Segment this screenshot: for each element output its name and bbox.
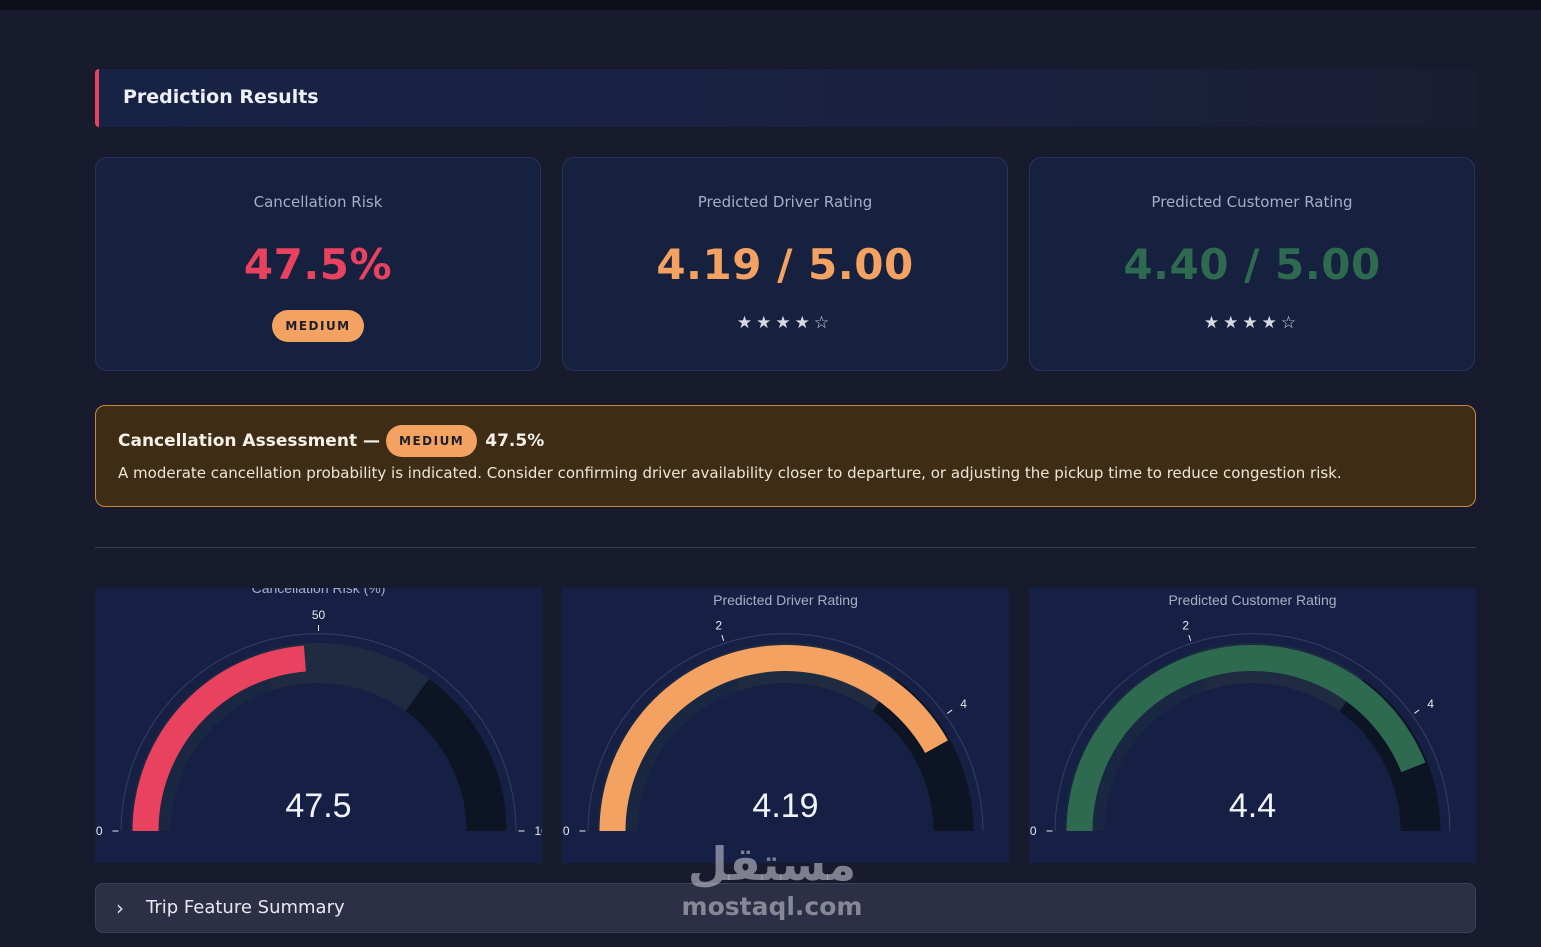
metric-card-cancellation: Cancellation Risk 47.5% MEDIUM bbox=[95, 157, 541, 371]
gauge-band-high bbox=[405, 678, 507, 831]
cancellation-assessment: Cancellation Assessment — MEDIUM 47.5% A… bbox=[95, 405, 1476, 507]
metric-value: 4.40 / 5.00 bbox=[1123, 240, 1381, 289]
star-rating: ★★★★☆ bbox=[736, 313, 834, 333]
gauge-value-label: 47.5 bbox=[285, 787, 351, 825]
gauge-band-low bbox=[597, 652, 740, 831]
star-rating: ★★★★☆ bbox=[1203, 313, 1301, 333]
top-bar bbox=[0, 0, 1541, 10]
gauge-tick-label: 4 bbox=[1427, 697, 1434, 711]
risk-badge: MEDIUM bbox=[272, 310, 364, 342]
risk-badge: MEDIUM bbox=[386, 425, 478, 457]
gauge-tick-label: 10 bbox=[535, 824, 543, 838]
metric-value: 47.5% bbox=[243, 240, 393, 289]
gauge-chart: Predicted Customer Rating 0 2 4 4.4 bbox=[1030, 592, 1451, 838]
gauge-band-low bbox=[1064, 652, 1207, 831]
metric-label: Predicted Customer Rating bbox=[1151, 193, 1353, 211]
gauge-customer-rating: Predicted Customer Rating 0 2 4 4.4 bbox=[1029, 588, 1476, 863]
metric-card-driver-rating: Predicted Driver Rating 4.19 / 5.00 ★★★★… bbox=[562, 157, 1008, 371]
gauge-tick-label: 0 bbox=[1030, 824, 1037, 838]
section-header: Prediction Results bbox=[95, 69, 1476, 127]
gauge-tick bbox=[1188, 634, 1192, 641]
assessment-title: Cancellation Assessment — bbox=[118, 431, 380, 451]
gauge-tick-label: 2 bbox=[1182, 619, 1189, 633]
gauge-chart: Cancellation Risk (%) 0 50 10 47.5 bbox=[96, 588, 543, 838]
gauge-title: Predicted Customer Rating bbox=[1168, 592, 1336, 608]
metric-label: Cancellation Risk bbox=[253, 193, 383, 211]
gauge-tick-label: 0 bbox=[563, 824, 570, 838]
gauge-band-low bbox=[130, 652, 273, 831]
chevron-right-icon: › bbox=[116, 896, 124, 920]
gauge-tick-label: 0 bbox=[96, 824, 103, 838]
gauge-value-bar bbox=[1066, 645, 1426, 831]
gauge-value-bar bbox=[132, 645, 306, 831]
gauge-value-label: 4.4 bbox=[1229, 787, 1276, 825]
gauge-tick bbox=[1414, 709, 1420, 714]
expander-label: Trip Feature Summary bbox=[146, 897, 345, 918]
divider bbox=[95, 547, 1476, 548]
assessment-value: 47.5% bbox=[485, 431, 545, 451]
watermark-logo: مستقل mostaql.com bbox=[672, 836, 872, 932]
gauge-cancellation-risk: Cancellation Risk (%) 0 50 10 47.5 bbox=[95, 588, 542, 863]
gauge-tick-label: 4 bbox=[960, 697, 967, 711]
trip-feature-summary-expander[interactable]: › Trip Feature Summary bbox=[95, 883, 1476, 933]
metric-label: Predicted Driver Rating bbox=[697, 193, 873, 211]
gauge-title: Cancellation Risk (%) bbox=[252, 588, 386, 596]
gauge-value-label: 4.19 bbox=[752, 787, 818, 825]
gauge-title: Predicted Driver Rating bbox=[713, 592, 858, 608]
assessment-description: A moderate cancellation probability is i… bbox=[118, 464, 1342, 482]
metric-card-customer-rating: Predicted Customer Rating 4.40 / 5.00 ★★… bbox=[1029, 157, 1475, 371]
gauge-tick bbox=[947, 709, 953, 714]
gauge-tick bbox=[721, 634, 725, 641]
gauge-driver-rating: Predicted Driver Rating 0 2 4 4.19 bbox=[562, 588, 1009, 863]
gauge-tick-label: 50 bbox=[312, 608, 326, 622]
gauge-value-bar bbox=[599, 645, 948, 831]
gauge-chart: Predicted Driver Rating 0 2 4 4.19 bbox=[563, 592, 984, 838]
page-title: Prediction Results bbox=[123, 86, 319, 108]
watermark-arabic: مستقل bbox=[687, 837, 857, 891]
watermark-latin: mostaql.com bbox=[681, 892, 863, 921]
gauge-tick-label: 2 bbox=[715, 619, 722, 633]
metric-value: 4.19 / 5.00 bbox=[656, 240, 914, 289]
